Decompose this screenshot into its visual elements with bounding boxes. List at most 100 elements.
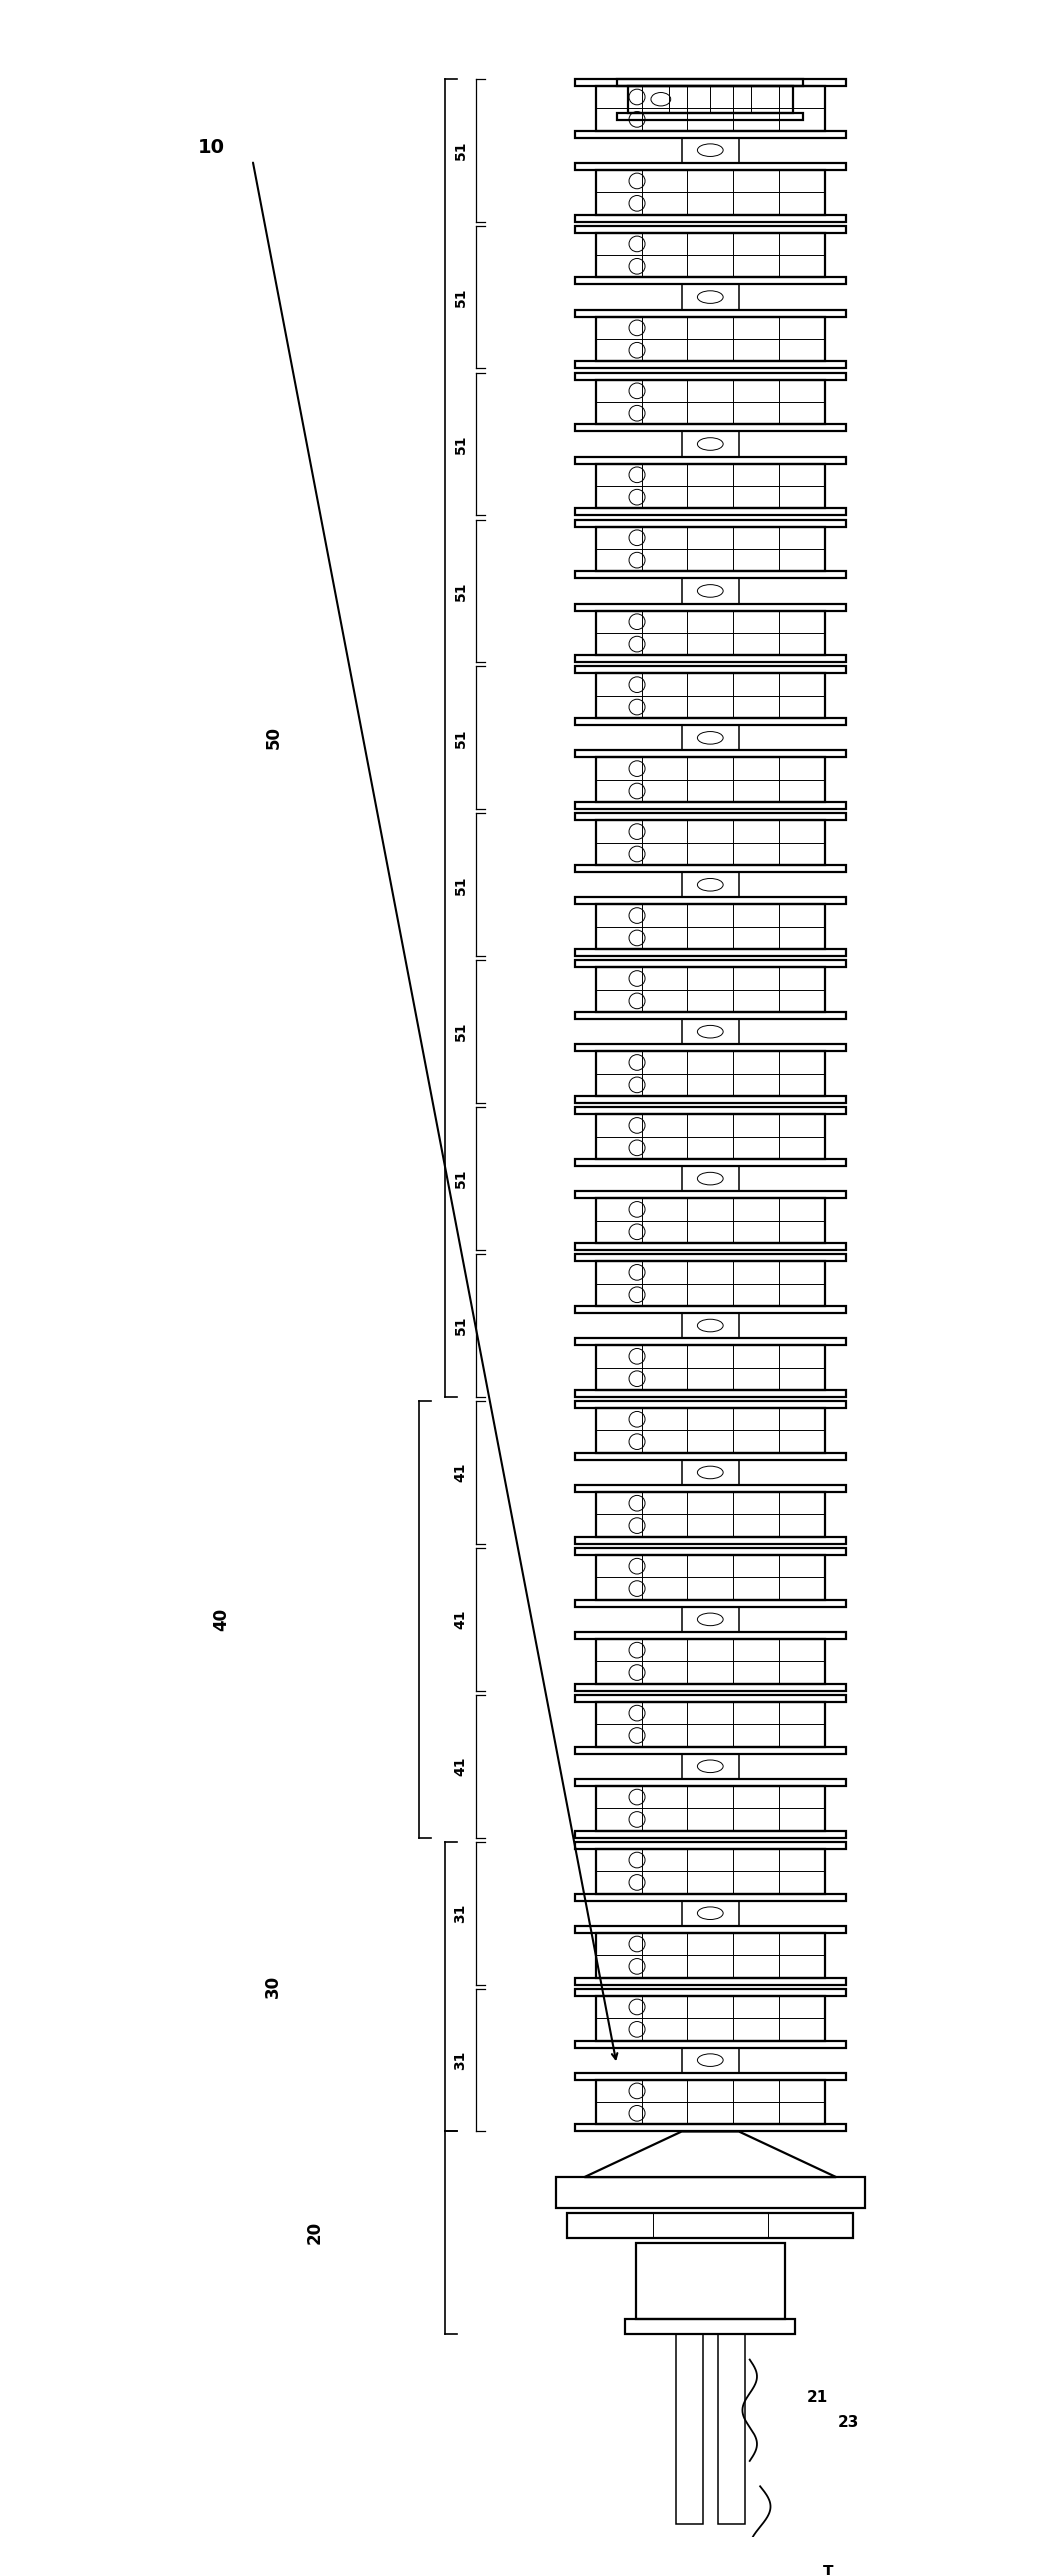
Bar [575, 1599, 845, 1607]
Text: 31: 31 [454, 2050, 468, 2070]
Text: T: T [822, 2565, 833, 2575]
Text: 51: 51 [454, 435, 468, 453]
Text: 31: 31 [454, 1903, 468, 1924]
Bar [567, 2212, 854, 2238]
Bar [617, 113, 803, 118]
Bar [596, 232, 824, 278]
Bar [575, 814, 845, 821]
Bar [575, 1841, 845, 1849]
Bar [575, 896, 845, 904]
Bar [575, 425, 845, 433]
Bar [596, 1702, 824, 1746]
Bar [575, 1684, 845, 1692]
Bar [575, 214, 845, 221]
Bar [575, 1306, 845, 1313]
Text: 51: 51 [454, 288, 468, 306]
Text: 50: 50 [265, 726, 282, 749]
Bar [575, 1390, 845, 1396]
Bar [575, 865, 845, 873]
Bar [636, 2243, 784, 2320]
Bar [575, 1694, 845, 1702]
Bar [596, 170, 824, 214]
Bar [575, 1097, 845, 1102]
Bar [575, 1339, 845, 1344]
Bar [575, 80, 845, 85]
Bar [596, 675, 824, 718]
Bar [575, 667, 845, 675]
Bar [596, 1849, 824, 1893]
Bar [575, 309, 845, 317]
Bar [575, 1633, 845, 1638]
Text: 41: 41 [454, 1463, 468, 1483]
Bar [575, 1779, 845, 1787]
Bar [575, 1254, 845, 1262]
Bar [596, 379, 824, 425]
Bar [575, 1746, 845, 1754]
Bar [575, 718, 845, 726]
Bar [575, 1548, 845, 1555]
Text: 51: 51 [454, 1022, 468, 1040]
Text: 21: 21 [806, 2390, 828, 2405]
Bar [596, 1197, 824, 1244]
Bar [575, 960, 845, 968]
Bar [596, 1409, 824, 1452]
Bar [575, 1452, 845, 1460]
Bar [575, 2039, 845, 2047]
Bar [596, 968, 824, 1012]
Bar [575, 803, 845, 809]
Text: 30: 30 [265, 1975, 282, 1998]
Bar [596, 464, 824, 507]
Bar [575, 1537, 845, 1545]
Bar [575, 1486, 845, 1491]
Bar [617, 80, 803, 85]
Bar [575, 654, 845, 662]
Bar [596, 317, 824, 361]
Text: 23: 23 [838, 2415, 860, 2431]
Bar [596, 1638, 824, 1684]
Bar [575, 1978, 845, 1985]
Bar [718, 2333, 745, 2524]
Bar [596, 904, 824, 950]
Text: 51: 51 [454, 142, 468, 160]
Bar [575, 2073, 845, 2081]
Bar [575, 278, 845, 283]
Bar [596, 1344, 824, 1391]
Text: 51: 51 [454, 582, 468, 600]
Bar [596, 610, 824, 654]
Bar [575, 1988, 845, 1996]
Bar [596, 1996, 824, 2039]
Bar [575, 1107, 845, 1115]
Bar [628, 85, 793, 113]
Bar [575, 2124, 845, 2132]
Bar [575, 1192, 845, 1197]
Text: 41: 41 [454, 1609, 468, 1630]
Bar [575, 1045, 845, 1051]
Text: 10: 10 [198, 136, 224, 157]
Bar [575, 373, 845, 379]
Bar [575, 1831, 845, 1839]
Bar [596, 2081, 824, 2124]
Bar [575, 361, 845, 368]
Bar [575, 520, 845, 525]
Bar [575, 572, 845, 579]
Bar [575, 950, 845, 955]
Bar [596, 757, 824, 803]
Bar [575, 131, 845, 136]
Text: 51: 51 [454, 729, 468, 747]
Bar [596, 1262, 824, 1306]
Bar [575, 1893, 845, 1900]
Bar [575, 227, 845, 232]
Bar [575, 603, 845, 610]
Bar [676, 2333, 703, 2524]
Bar [596, 1934, 824, 1978]
Bar [575, 1926, 845, 1934]
Text: 20: 20 [305, 2222, 324, 2245]
Bar [555, 2176, 865, 2207]
Bar [596, 525, 824, 572]
Bar [596, 85, 824, 131]
Bar [596, 1555, 824, 1599]
Bar [626, 2320, 795, 2333]
Bar [575, 456, 845, 464]
Bar [575, 1401, 845, 1409]
Bar [575, 1244, 845, 1249]
